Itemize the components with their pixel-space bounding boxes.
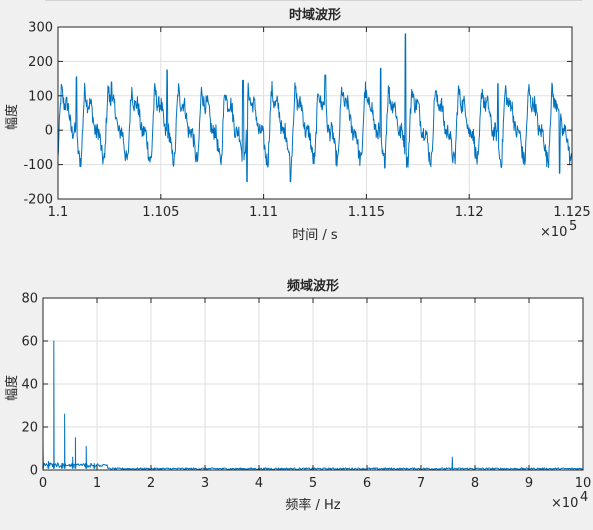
x-tick-label: 1.115 <box>348 205 385 220</box>
x-tick-label: 10 <box>575 476 592 491</box>
x-exponent-label: ×10 <box>540 225 567 240</box>
top-separator <box>45 0 582 1</box>
y-axis-label: 幅度 <box>4 375 20 401</box>
x-exponent-label: ×10 <box>551 496 578 511</box>
y-tick-label: 100 <box>28 89 53 104</box>
y-tick-label: 0 <box>45 124 53 139</box>
x-tick-label: 3 <box>201 476 209 491</box>
x-exponent-power: 4 <box>580 490 588 505</box>
x-tick-label: 7 <box>417 476 425 491</box>
axes-box <box>57 26 573 200</box>
y-tick-label: 200 <box>28 55 53 70</box>
x-tick-label: 9 <box>525 476 533 491</box>
y-tick-label: 60 <box>21 335 38 350</box>
x-exponent-power: 5 <box>569 219 577 234</box>
y-tick-label: 20 <box>21 421 38 436</box>
chart-title: 时域波形 <box>289 7 341 23</box>
x-tick-label: 1.1 <box>48 205 69 220</box>
x-axis-label: 时间 / s <box>292 228 338 243</box>
x-tick-label: 8 <box>471 476 479 491</box>
x-tick-label: 1.105 <box>142 205 179 220</box>
x-tick-label: 1.12 <box>455 205 484 220</box>
x-axis-label: 频率 / Hz <box>285 497 340 513</box>
chart-title: 频域波形 <box>287 278 339 294</box>
y-tick-label: -100 <box>23 158 53 173</box>
x-tick-label: 2 <box>147 476 155 491</box>
x-tick-label: 1 <box>93 476 101 491</box>
x-tick-label: 4 <box>255 476 263 491</box>
y-tick-label: -200 <box>23 193 53 208</box>
chart-1: 1.1 1.105 1.11 1.115 1.12 1.125 -200 -100 0 100 20… <box>4 7 591 243</box>
y-tick-label: 300 <box>28 21 53 36</box>
x-tick-label: 1.11 <box>249 205 278 220</box>
x-tick-label: 1.125 <box>553 205 590 220</box>
y-tick-label: 80 <box>21 292 38 307</box>
y-axis-label: 幅度 <box>4 104 20 130</box>
x-tick-label: 0 <box>39 476 47 491</box>
y-tick-label: 0 <box>30 464 38 479</box>
x-tick-label: 5 <box>309 476 317 491</box>
plot-area <box>58 27 572 199</box>
x-tick-label: 6 <box>363 476 371 491</box>
y-tick-label: 40 <box>21 378 38 393</box>
data-series-line <box>57 33 573 183</box>
